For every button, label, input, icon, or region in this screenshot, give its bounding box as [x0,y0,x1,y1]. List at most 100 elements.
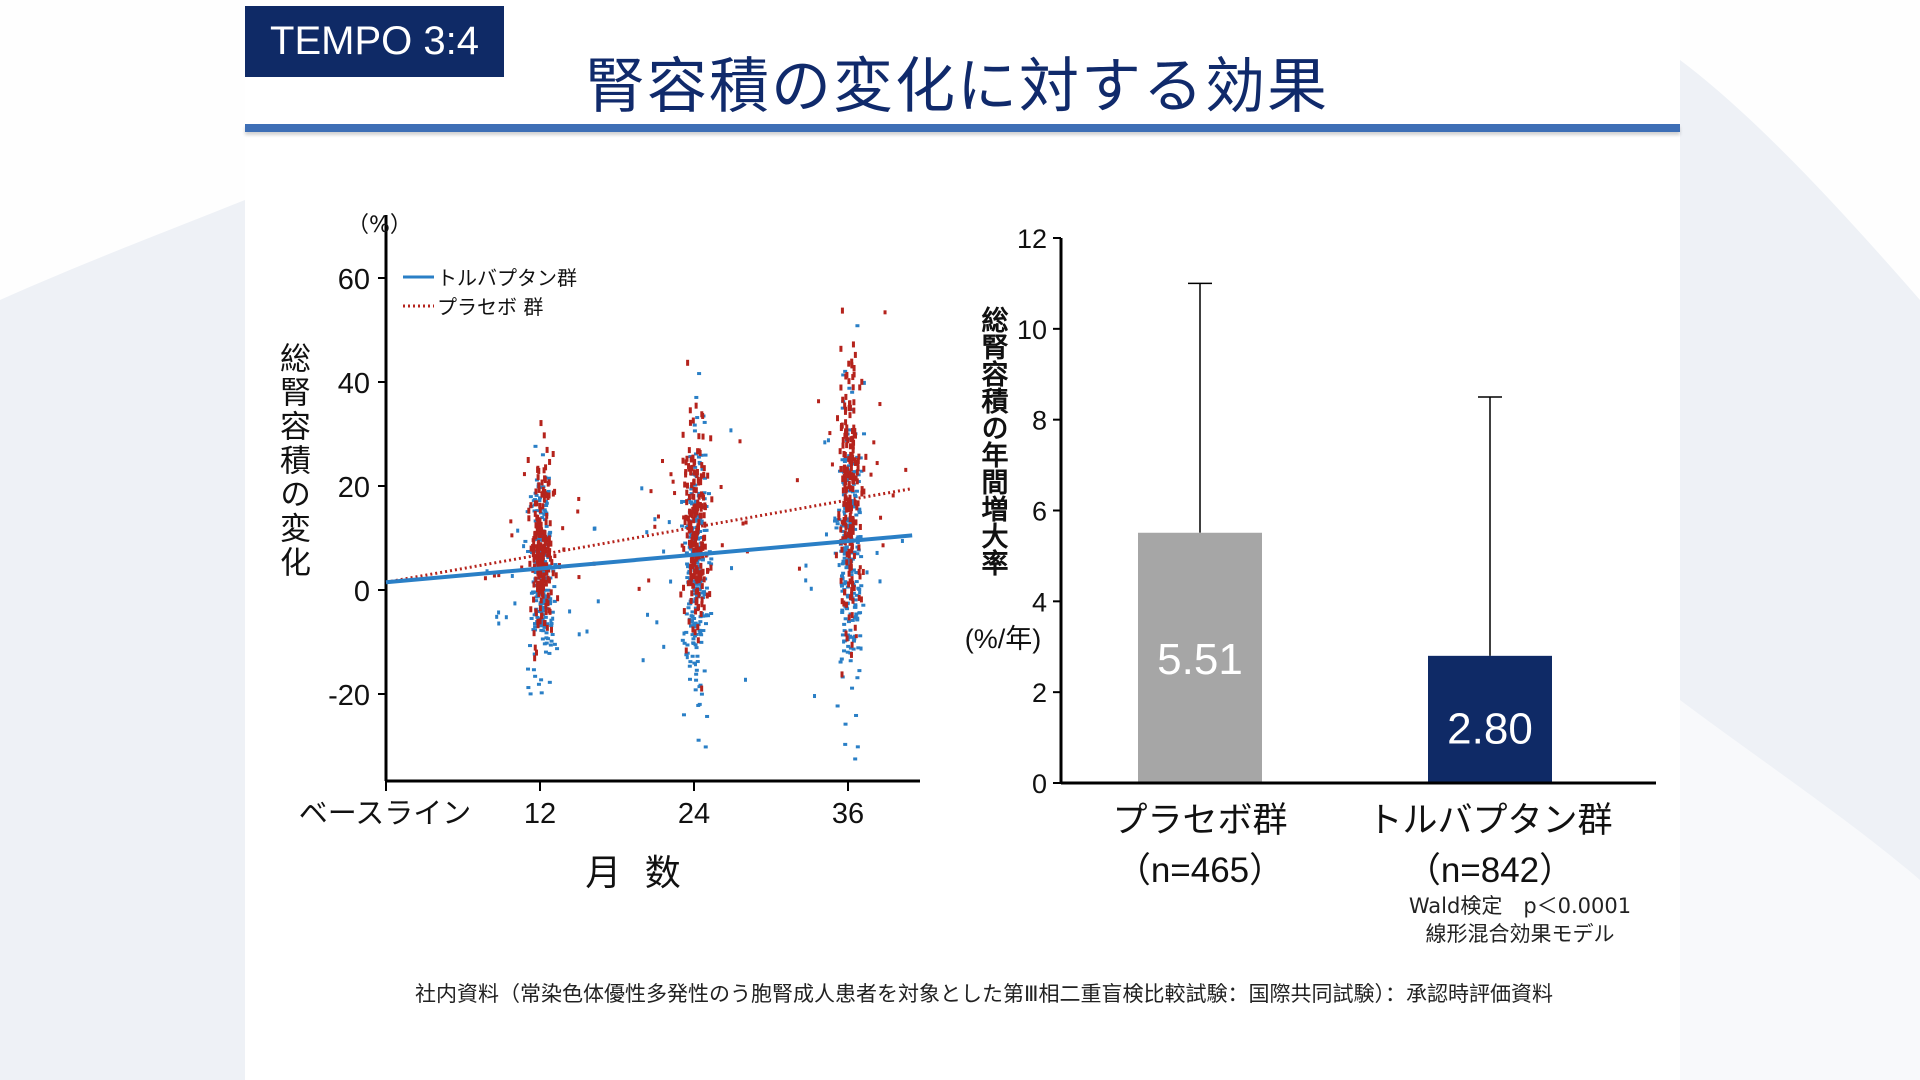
bar-y-tick-label: 6 [1032,497,1047,527]
scatter-point [686,606,691,610]
scatter-point [540,637,545,641]
scatter-point [685,562,690,566]
scatter-point [862,380,866,385]
scatter-point [848,646,853,650]
scatter-point [840,610,845,614]
scatter-point [699,692,704,696]
scatter-point [649,489,653,494]
scatter-point [542,467,546,474]
scatter-point [543,596,548,600]
scatter-point [699,521,704,525]
scatter-point [857,453,861,460]
scatter-point [686,359,690,366]
scatter-point [542,642,547,646]
scatter-point [534,563,539,567]
scatter-point [539,553,543,560]
scatter-point [848,594,852,601]
scatter-point [851,580,855,587]
scatter-point [528,644,533,648]
scatter-point [540,612,544,619]
scatter-point [543,540,547,547]
scatter-point [696,536,701,540]
scatter-point [703,521,707,528]
scatter-point [839,425,843,432]
scatter-point [700,583,704,590]
scatter-point [845,519,850,523]
scatter-point [856,465,860,472]
scatter-point [689,573,693,580]
scatter-point [531,668,536,672]
scatter-point [684,469,688,476]
scatter-point [741,521,745,526]
scatter-point [541,503,545,510]
scatter-point [547,651,552,655]
scatter-x-title: 月 数 [585,853,686,894]
scatter-point [879,515,883,520]
scatter-point [539,420,543,427]
scatter-point [697,588,702,592]
scatter-point [697,685,702,689]
scatter-point [697,479,701,486]
scatter-point [537,486,541,493]
scatter-point [709,564,713,571]
scatter-point [848,512,852,519]
scatter-point [849,485,853,492]
scatter-point [691,584,695,589]
scatter-point [536,558,540,565]
scatter-point [549,618,553,623]
bar-category-n: （n=842） [1406,851,1574,890]
scatter-point [673,491,677,496]
scatter-point [691,493,695,500]
scatter-point [845,650,850,654]
scatter-point [680,524,685,528]
scatter-point [851,521,855,528]
scatter-point [551,451,555,458]
scatter-point [542,543,546,550]
scatter-point [544,504,549,508]
scatter-point [855,469,859,476]
scatter-point [701,568,705,575]
scatter-point [850,547,854,554]
scatter-point [492,573,496,578]
scatter-point [683,541,688,545]
scatter-point [848,516,852,523]
scatter-point [840,589,845,593]
scatter-point [692,423,697,427]
scatter-point [536,474,540,481]
scatter-point [541,599,546,603]
scatter-point [699,611,703,618]
scatter-point [858,523,862,530]
scatter-point [548,548,552,553]
scatter-point [858,634,863,638]
scatter-point [689,541,693,548]
scatter-point [680,499,684,504]
scatter-point [520,565,524,570]
scatter-point [540,608,545,612]
scatter-point [548,600,553,604]
scatter-point [848,612,853,616]
scatter-point [549,540,553,547]
scatter-point [684,514,688,521]
scatter-point [797,566,801,571]
scatter-point [841,476,845,483]
scatter-point [849,499,853,506]
bar-value-label: 2.80 [1447,704,1533,753]
scatter-point [534,610,538,617]
scatter-point [691,641,696,645]
scatter-point [843,369,848,373]
scatter-point [709,562,714,566]
scatter-y-tick-label: 20 [338,472,370,504]
scatter-point [839,657,844,661]
scatter-point [681,431,685,438]
scatter-point [705,592,709,599]
scatter-point [834,552,838,559]
scatter-point [850,612,854,619]
scatter-point [687,465,691,472]
scatter-point [841,442,845,449]
scatter-point [706,472,710,479]
scatter-point [738,439,742,444]
scatter-point [703,622,708,626]
scatter-point [710,496,714,503]
scatter-point [540,479,544,486]
scatter-point [705,714,710,718]
